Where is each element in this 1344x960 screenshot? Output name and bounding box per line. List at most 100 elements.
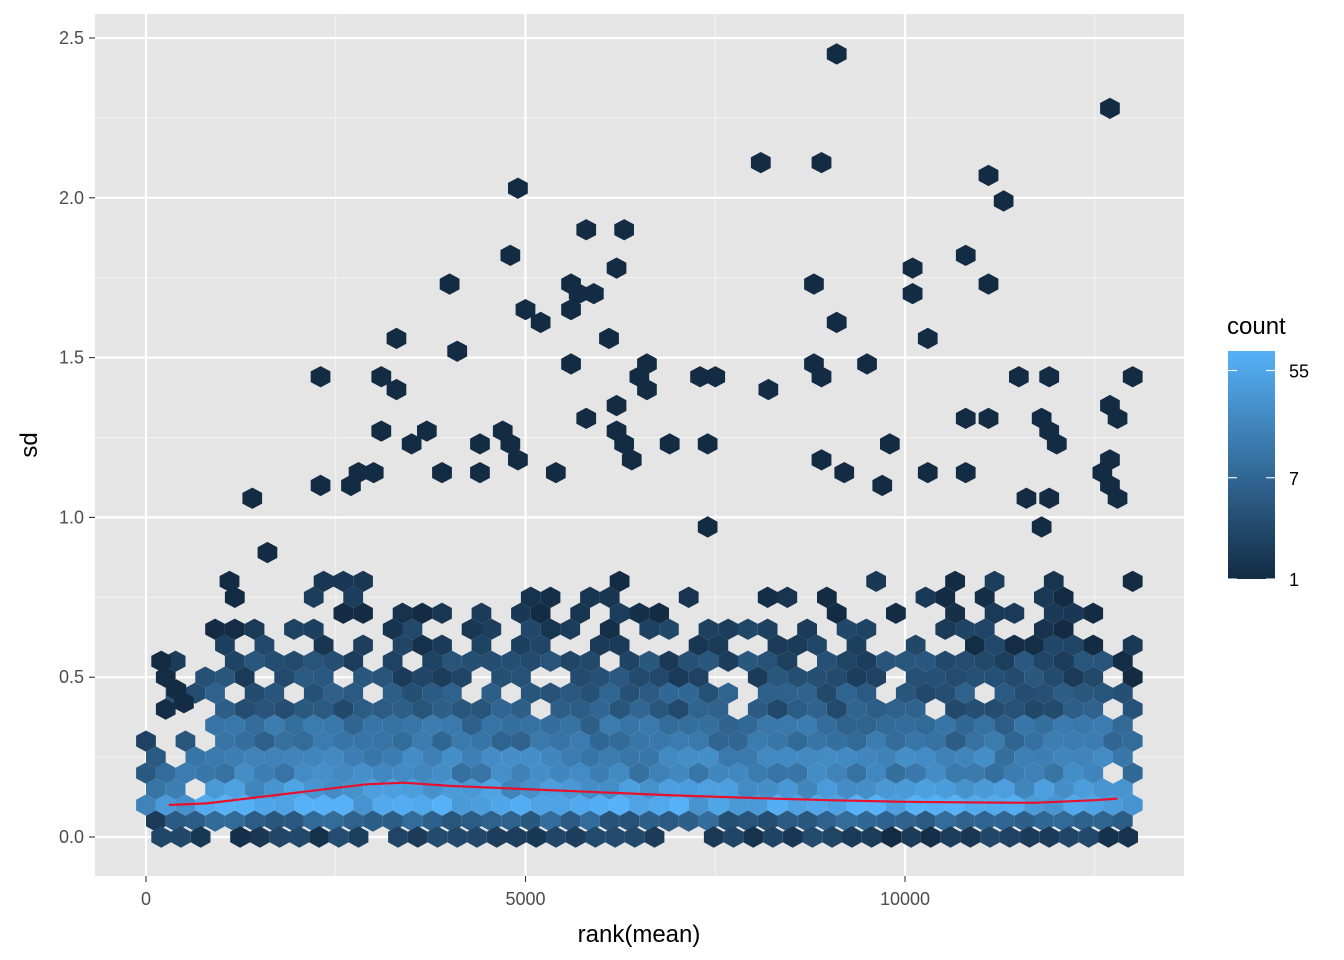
hex-bin (343, 778, 364, 800)
hex-bin (1053, 778, 1074, 800)
hex-bin (639, 714, 660, 736)
hex-bin-outlier (576, 407, 597, 429)
hex-bin (481, 778, 502, 800)
hex-bin-outlier (417, 420, 437, 442)
hex-bin (757, 810, 778, 832)
hex-bin (767, 634, 788, 656)
hex-bin-outlier (857, 353, 877, 375)
hex-bin (629, 666, 650, 688)
hex-bin (747, 666, 768, 688)
hex-bin (718, 618, 738, 640)
hex-bin (797, 682, 817, 704)
hex-bin (777, 778, 798, 800)
hex-bin (826, 666, 847, 688)
hex-bin (313, 634, 334, 656)
hex-bin (511, 698, 531, 720)
hex-bin (915, 682, 936, 704)
hex-bin (372, 762, 393, 784)
hex-bin (974, 746, 995, 768)
hex-bin (540, 586, 561, 608)
hex-bin (980, 826, 1000, 848)
hex-bin-outlier (219, 570, 240, 592)
hex-bin (747, 698, 768, 720)
hex-bin (1078, 826, 1099, 848)
hex-bin (876, 810, 896, 832)
hex-bin-outlier (637, 378, 657, 401)
hex-bin (155, 794, 176, 816)
hex-bin (940, 826, 961, 848)
hex-bin (195, 794, 216, 816)
hex-bin (1122, 794, 1143, 816)
hex-bin-outlier (432, 462, 452, 484)
hex-bin (738, 746, 758, 768)
hex-bin (224, 746, 245, 768)
hex-bin (136, 794, 156, 816)
hex-bin (1053, 618, 1074, 640)
hex-bin (165, 778, 186, 800)
hex-bin (412, 602, 433, 624)
hex-bin (688, 794, 709, 816)
hex-bin (343, 650, 364, 672)
hex-bin (224, 586, 245, 608)
hex-bin (1093, 650, 1113, 672)
hex-bin (609, 666, 630, 688)
hex-bin (1004, 794, 1025, 816)
hex-bin (215, 634, 235, 656)
hex-bin-outlier (1107, 407, 1128, 429)
hex-bin (195, 666, 216, 688)
hex-bin-outlier (363, 462, 384, 484)
hex-bin (175, 730, 196, 752)
hex-bin-outlier (826, 311, 847, 334)
hex-bin (151, 826, 171, 848)
hex-bin-outlier (621, 449, 642, 471)
hex-bin (846, 634, 867, 656)
hex-bin (392, 666, 413, 688)
hex-bin (244, 714, 265, 736)
hex-bin-outlier (1046, 433, 1067, 455)
hex-bin (866, 698, 886, 720)
hex-bin (526, 826, 546, 848)
hex-bin-outlier (811, 449, 832, 471)
hex-bin (546, 826, 566, 848)
hex-bin (915, 746, 936, 768)
hex-bin (738, 618, 758, 640)
hex-bin (629, 698, 650, 720)
hex-bin (1053, 650, 1074, 672)
hex-bin (520, 714, 541, 736)
hex-bin (935, 650, 956, 672)
hex-bin (767, 698, 788, 720)
hex-bin (224, 810, 245, 832)
hex-bin (590, 762, 610, 784)
hex-bin (960, 826, 981, 848)
hex-bin (590, 698, 610, 720)
hex-bin (1093, 810, 1113, 832)
hex-bin (323, 650, 344, 672)
hex-bin (678, 714, 699, 736)
hex-bin (1063, 698, 1084, 720)
hex-bin-outlier (758, 378, 779, 401)
hex-bin (669, 762, 689, 784)
hex-bin (644, 826, 665, 848)
y-tick-label: 2.5 (59, 28, 84, 48)
hex-bin (303, 682, 324, 704)
hex-bin (382, 810, 403, 832)
y-axis: 0.0 0.5 1.0 1.5 2.0 2.5 (59, 28, 95, 847)
hex-bin (895, 778, 916, 800)
hex-bin (560, 650, 581, 672)
hex-bin (511, 730, 531, 752)
hex-bin-outlier (174, 692, 194, 714)
hex-bin (1043, 634, 1064, 656)
hex-bin-outlier (1031, 516, 1052, 538)
hex-bin (1004, 698, 1025, 720)
hex-bin (136, 730, 156, 752)
hex-bin (757, 618, 778, 640)
hex-bin (629, 794, 650, 816)
hex-bin-outlier (606, 257, 627, 279)
hex-bin (807, 698, 827, 720)
hex-bin (560, 746, 581, 768)
hex-bin (1083, 762, 1104, 784)
hex-bin-outlier (568, 283, 589, 305)
hex-bin (501, 650, 521, 672)
hex-bin (234, 730, 255, 752)
hex-bin (984, 698, 1005, 720)
